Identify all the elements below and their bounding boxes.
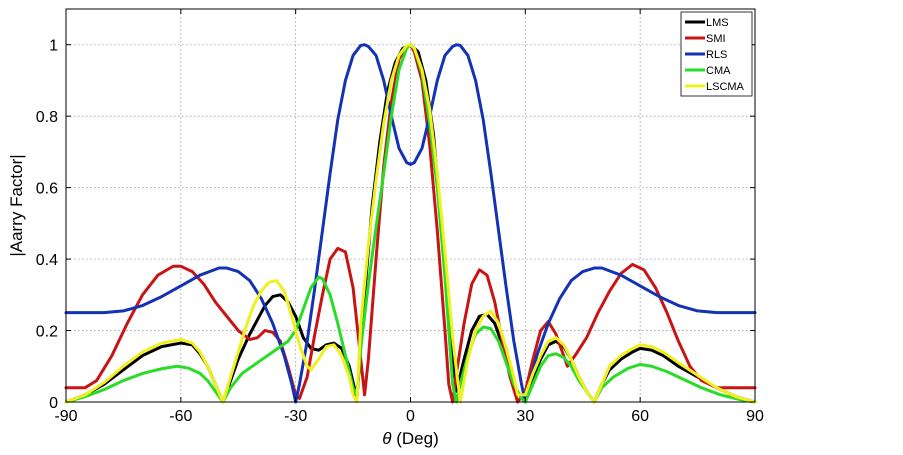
x-tick-labels: -90 -60 -30 0 30 60 90: [54, 408, 764, 425]
y-tick-label: 0.8: [36, 109, 58, 126]
legend-label-smi: SMI: [706, 33, 726, 45]
y-tick-label: 0.6: [36, 181, 58, 198]
legend-label-rls: RLS: [706, 49, 727, 61]
y-tick-label: 1: [49, 38, 58, 55]
x-axis-symbol: θ: [382, 429, 392, 448]
x-axis-title: θ (Deg): [382, 429, 438, 448]
y-tick-label: 0: [49, 395, 58, 412]
series-lines: [64, 43, 757, 404]
legend-label-lscma: LSCMA: [706, 81, 745, 93]
x-tick-label: 60: [631, 408, 649, 425]
x-tick-label: 30: [516, 408, 534, 425]
y-tick-labels: 0 0.2 0.4 0.6 0.8 1: [36, 38, 58, 412]
series-line-rls: [64, 43, 757, 404]
tick-marks: [65, 9, 756, 403]
x-tick-label: 0: [406, 408, 415, 425]
legend-label-cma: CMA: [706, 65, 731, 77]
x-tick-label: -90: [54, 408, 77, 425]
y-tick-label: 0.4: [36, 252, 58, 269]
series-line-lscma: [64, 43, 757, 404]
x-axis-unit: (Deg): [392, 429, 439, 448]
x-tick-label: 90: [746, 408, 764, 425]
y-tick-label: 0.2: [36, 324, 58, 341]
y-axis-title: |Aarry Factor|: [7, 154, 26, 256]
x-tick-label: -60: [169, 408, 192, 425]
x-tick-label: -30: [284, 408, 307, 425]
legend-label-lms: LMS: [706, 17, 729, 29]
legend-items: LMS SMI RLS CMA LSCMA: [685, 17, 745, 93]
legend: LMS SMI RLS CMA LSCMA: [680, 11, 753, 97]
